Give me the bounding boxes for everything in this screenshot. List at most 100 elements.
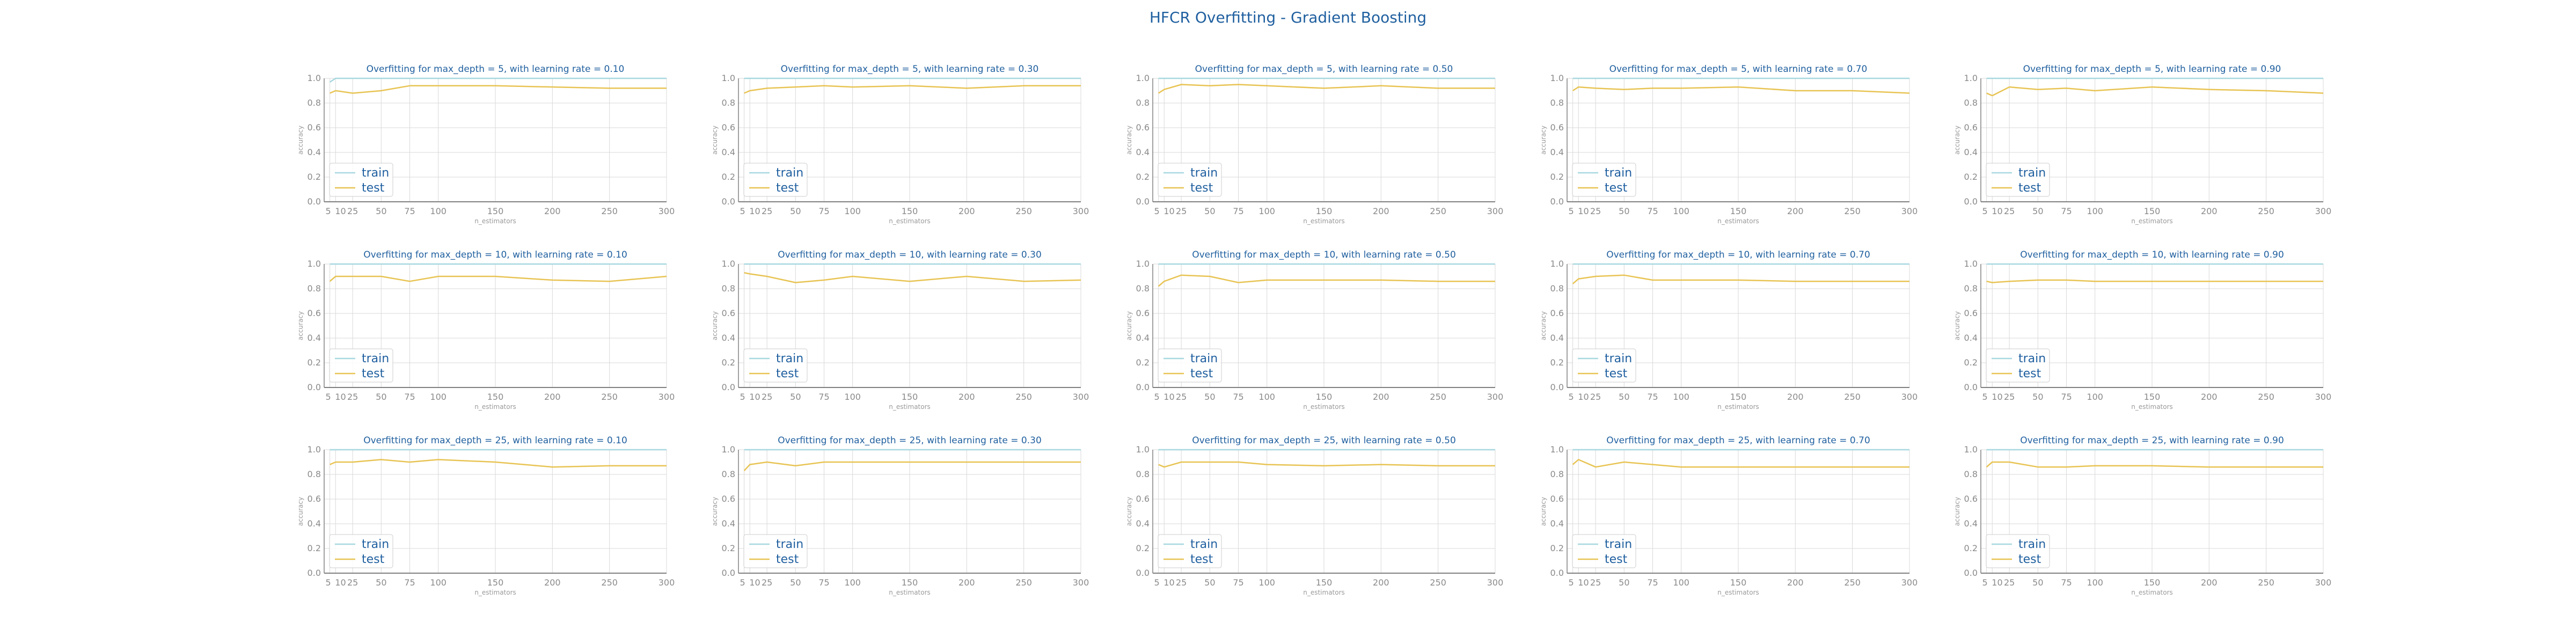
x-tick-label: 5 bbox=[325, 392, 331, 402]
y-axis-label: accuracy bbox=[1125, 126, 1133, 155]
y-tick-label: 0.2 bbox=[308, 172, 321, 182]
y-axis-label: accuracy bbox=[1953, 311, 1961, 340]
x-axis-label: n_estimators bbox=[1717, 217, 1759, 225]
y-tick-label: 0.0 bbox=[308, 382, 321, 392]
series-line-test bbox=[1572, 86, 1910, 94]
x-tick-label: 25 bbox=[1176, 392, 1187, 402]
y-tick-label: 0.0 bbox=[1964, 568, 1978, 578]
y-tick-label: 1.0 bbox=[1136, 259, 1150, 269]
legend-label-train: train bbox=[362, 352, 389, 365]
y-tick-label: 0.8 bbox=[1550, 283, 1564, 294]
x-tick-label: 250 bbox=[1844, 206, 1861, 216]
x-tick-label: 250 bbox=[1430, 577, 1446, 588]
legend-label-train: train bbox=[1605, 352, 1632, 365]
x-tick-label: 150 bbox=[1730, 392, 1747, 402]
x-tick-label: 150 bbox=[902, 392, 918, 402]
x-tick-label: 100 bbox=[1673, 206, 1689, 216]
legend-label-train: train bbox=[2018, 352, 2046, 365]
x-tick-label: 250 bbox=[601, 577, 618, 588]
x-axis-label: n_estimators bbox=[474, 589, 516, 596]
x-axis-label: n_estimators bbox=[1303, 217, 1345, 225]
series-line-test bbox=[744, 85, 1081, 94]
x-tick-label: 200 bbox=[544, 206, 561, 216]
legend: train test bbox=[329, 348, 393, 383]
x-tick-label: 5 bbox=[1568, 206, 1574, 216]
x-tick-label: 50 bbox=[2032, 206, 2043, 216]
y-tick-label: 0.0 bbox=[308, 568, 321, 578]
y-tick-label: 0.0 bbox=[1964, 382, 1978, 392]
y-tick-label: 0.2 bbox=[1964, 357, 1978, 368]
legend-label-test: test bbox=[362, 367, 385, 380]
series-line-test bbox=[744, 272, 1081, 283]
x-tick-label: 5 bbox=[325, 577, 331, 588]
y-tick-label: 0.0 bbox=[722, 196, 735, 207]
y-axis-label: accuracy bbox=[1540, 497, 1547, 526]
subplot-title: Overfitting for max_depth = 5, with lear… bbox=[781, 64, 1039, 75]
y-axis-label: accuracy bbox=[1540, 126, 1547, 155]
x-tick-label: 200 bbox=[1373, 206, 1389, 216]
x-tick-label: 250 bbox=[1430, 206, 1446, 216]
x-tick-label: 75 bbox=[1647, 392, 1658, 402]
y-tick-label: 0.2 bbox=[1964, 543, 1978, 553]
legend-label-test: test bbox=[1605, 367, 1628, 380]
x-tick-label: 10 bbox=[1163, 577, 1174, 588]
x-tick-label: 300 bbox=[658, 392, 675, 402]
x-tick-label: 200 bbox=[1787, 206, 1804, 216]
x-tick-label: 50 bbox=[2032, 577, 2043, 588]
y-tick-label: 0.8 bbox=[308, 469, 321, 479]
x-tick-label: 50 bbox=[2032, 392, 2043, 402]
x-tick-label: 50 bbox=[790, 392, 801, 402]
x-tick-label: 50 bbox=[1204, 206, 1215, 216]
y-tick-label: 0.4 bbox=[1964, 147, 1978, 157]
x-tick-label: 300 bbox=[1901, 577, 1918, 588]
y-tick-label: 0.8 bbox=[1136, 283, 1150, 294]
x-tick-label: 300 bbox=[2315, 577, 2332, 588]
y-axis-label: accuracy bbox=[297, 311, 304, 340]
y-tick-label: 0.2 bbox=[308, 543, 321, 553]
y-tick-label: 0.6 bbox=[1550, 122, 1564, 133]
y-tick-label: 0.2 bbox=[1550, 543, 1564, 553]
x-tick-label: 75 bbox=[818, 392, 829, 402]
x-tick-label: 200 bbox=[2201, 206, 2218, 216]
y-tick-label: 0.0 bbox=[722, 568, 735, 578]
series-line-test bbox=[329, 275, 667, 282]
x-tick-label: 300 bbox=[1487, 206, 1504, 216]
legend-label-test: test bbox=[1190, 181, 1213, 195]
legend-label-test: test bbox=[1190, 553, 1213, 566]
subplot-title: Overfitting for max_depth = 5, with lear… bbox=[1195, 64, 1453, 75]
subplot-title: Overfitting for max_depth = 5, with lear… bbox=[367, 64, 625, 75]
x-tick-label: 250 bbox=[1430, 392, 1446, 402]
x-tick-label: 200 bbox=[544, 577, 561, 588]
subplot: 0.0 0.2 0.4 0.6 0.8 1.0 5 10 25 50 75 100 150 200 250 3… bbox=[711, 250, 1089, 411]
subplot: 0.0 0.2 0.4 0.6 0.8 1.0 5 10 25 50 75 100 150 200 250 3… bbox=[1953, 64, 2331, 225]
x-tick-label: 25 bbox=[347, 577, 358, 588]
x-tick-label: 75 bbox=[404, 577, 415, 588]
x-axis-label: n_estimators bbox=[889, 217, 931, 225]
y-tick-label: 0.6 bbox=[1550, 308, 1564, 318]
y-tick-label: 0.0 bbox=[1964, 196, 1978, 207]
y-tick-label: 0.4 bbox=[722, 518, 735, 529]
y-tick-label: 0.6 bbox=[1136, 308, 1150, 318]
subplot-title: Overfitting for max_depth = 25, with lea… bbox=[363, 435, 627, 446]
series-line-test bbox=[1572, 459, 1909, 468]
subplot: 0.0 0.2 0.4 0.6 0.8 1.0 5 10 25 50 75 100 150 200 250 3… bbox=[1953, 250, 2331, 411]
y-tick-label: 0.2 bbox=[722, 543, 735, 553]
x-tick-label: 25 bbox=[762, 392, 772, 402]
x-tick-label: 200 bbox=[958, 206, 975, 216]
legend-label-train: train bbox=[362, 166, 389, 180]
series-line-test bbox=[1986, 279, 2323, 283]
subplot: 0.0 0.2 0.4 0.6 0.8 1.0 5 10 25 50 75 100 150 200 250 3… bbox=[297, 250, 675, 411]
x-tick-label: 300 bbox=[1901, 392, 1918, 402]
x-tick-label: 150 bbox=[2144, 206, 2161, 216]
legend-label-train: train bbox=[1190, 166, 1218, 180]
x-tick-label: 50 bbox=[376, 392, 386, 402]
x-axis-label: n_estimators bbox=[2131, 403, 2173, 411]
y-tick-label: 0.4 bbox=[308, 333, 321, 343]
x-tick-label: 75 bbox=[818, 577, 829, 588]
x-tick-label: 300 bbox=[658, 577, 675, 588]
subplot-title: Overfitting for max_depth = 10, with lea… bbox=[1192, 250, 1456, 260]
